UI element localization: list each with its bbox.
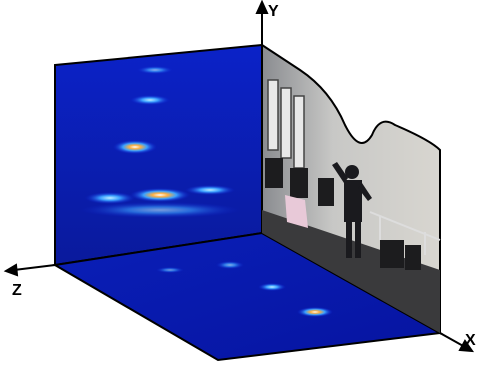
z-axis-line [13,264,56,271]
chairs [265,158,421,270]
person [332,162,372,258]
x-axis-label: X [465,332,476,349]
z-axis-label: Z [12,282,22,299]
tables [369,211,441,255]
y-axis-label: Y [268,3,279,20]
back-wall-heatmap [54,43,263,267]
window-frames [267,79,305,169]
board [285,195,308,228]
side-wall-photo [261,43,441,335]
floor-heatmap [52,231,444,362]
axes [3,0,475,353]
x-axis-line [439,332,466,348]
